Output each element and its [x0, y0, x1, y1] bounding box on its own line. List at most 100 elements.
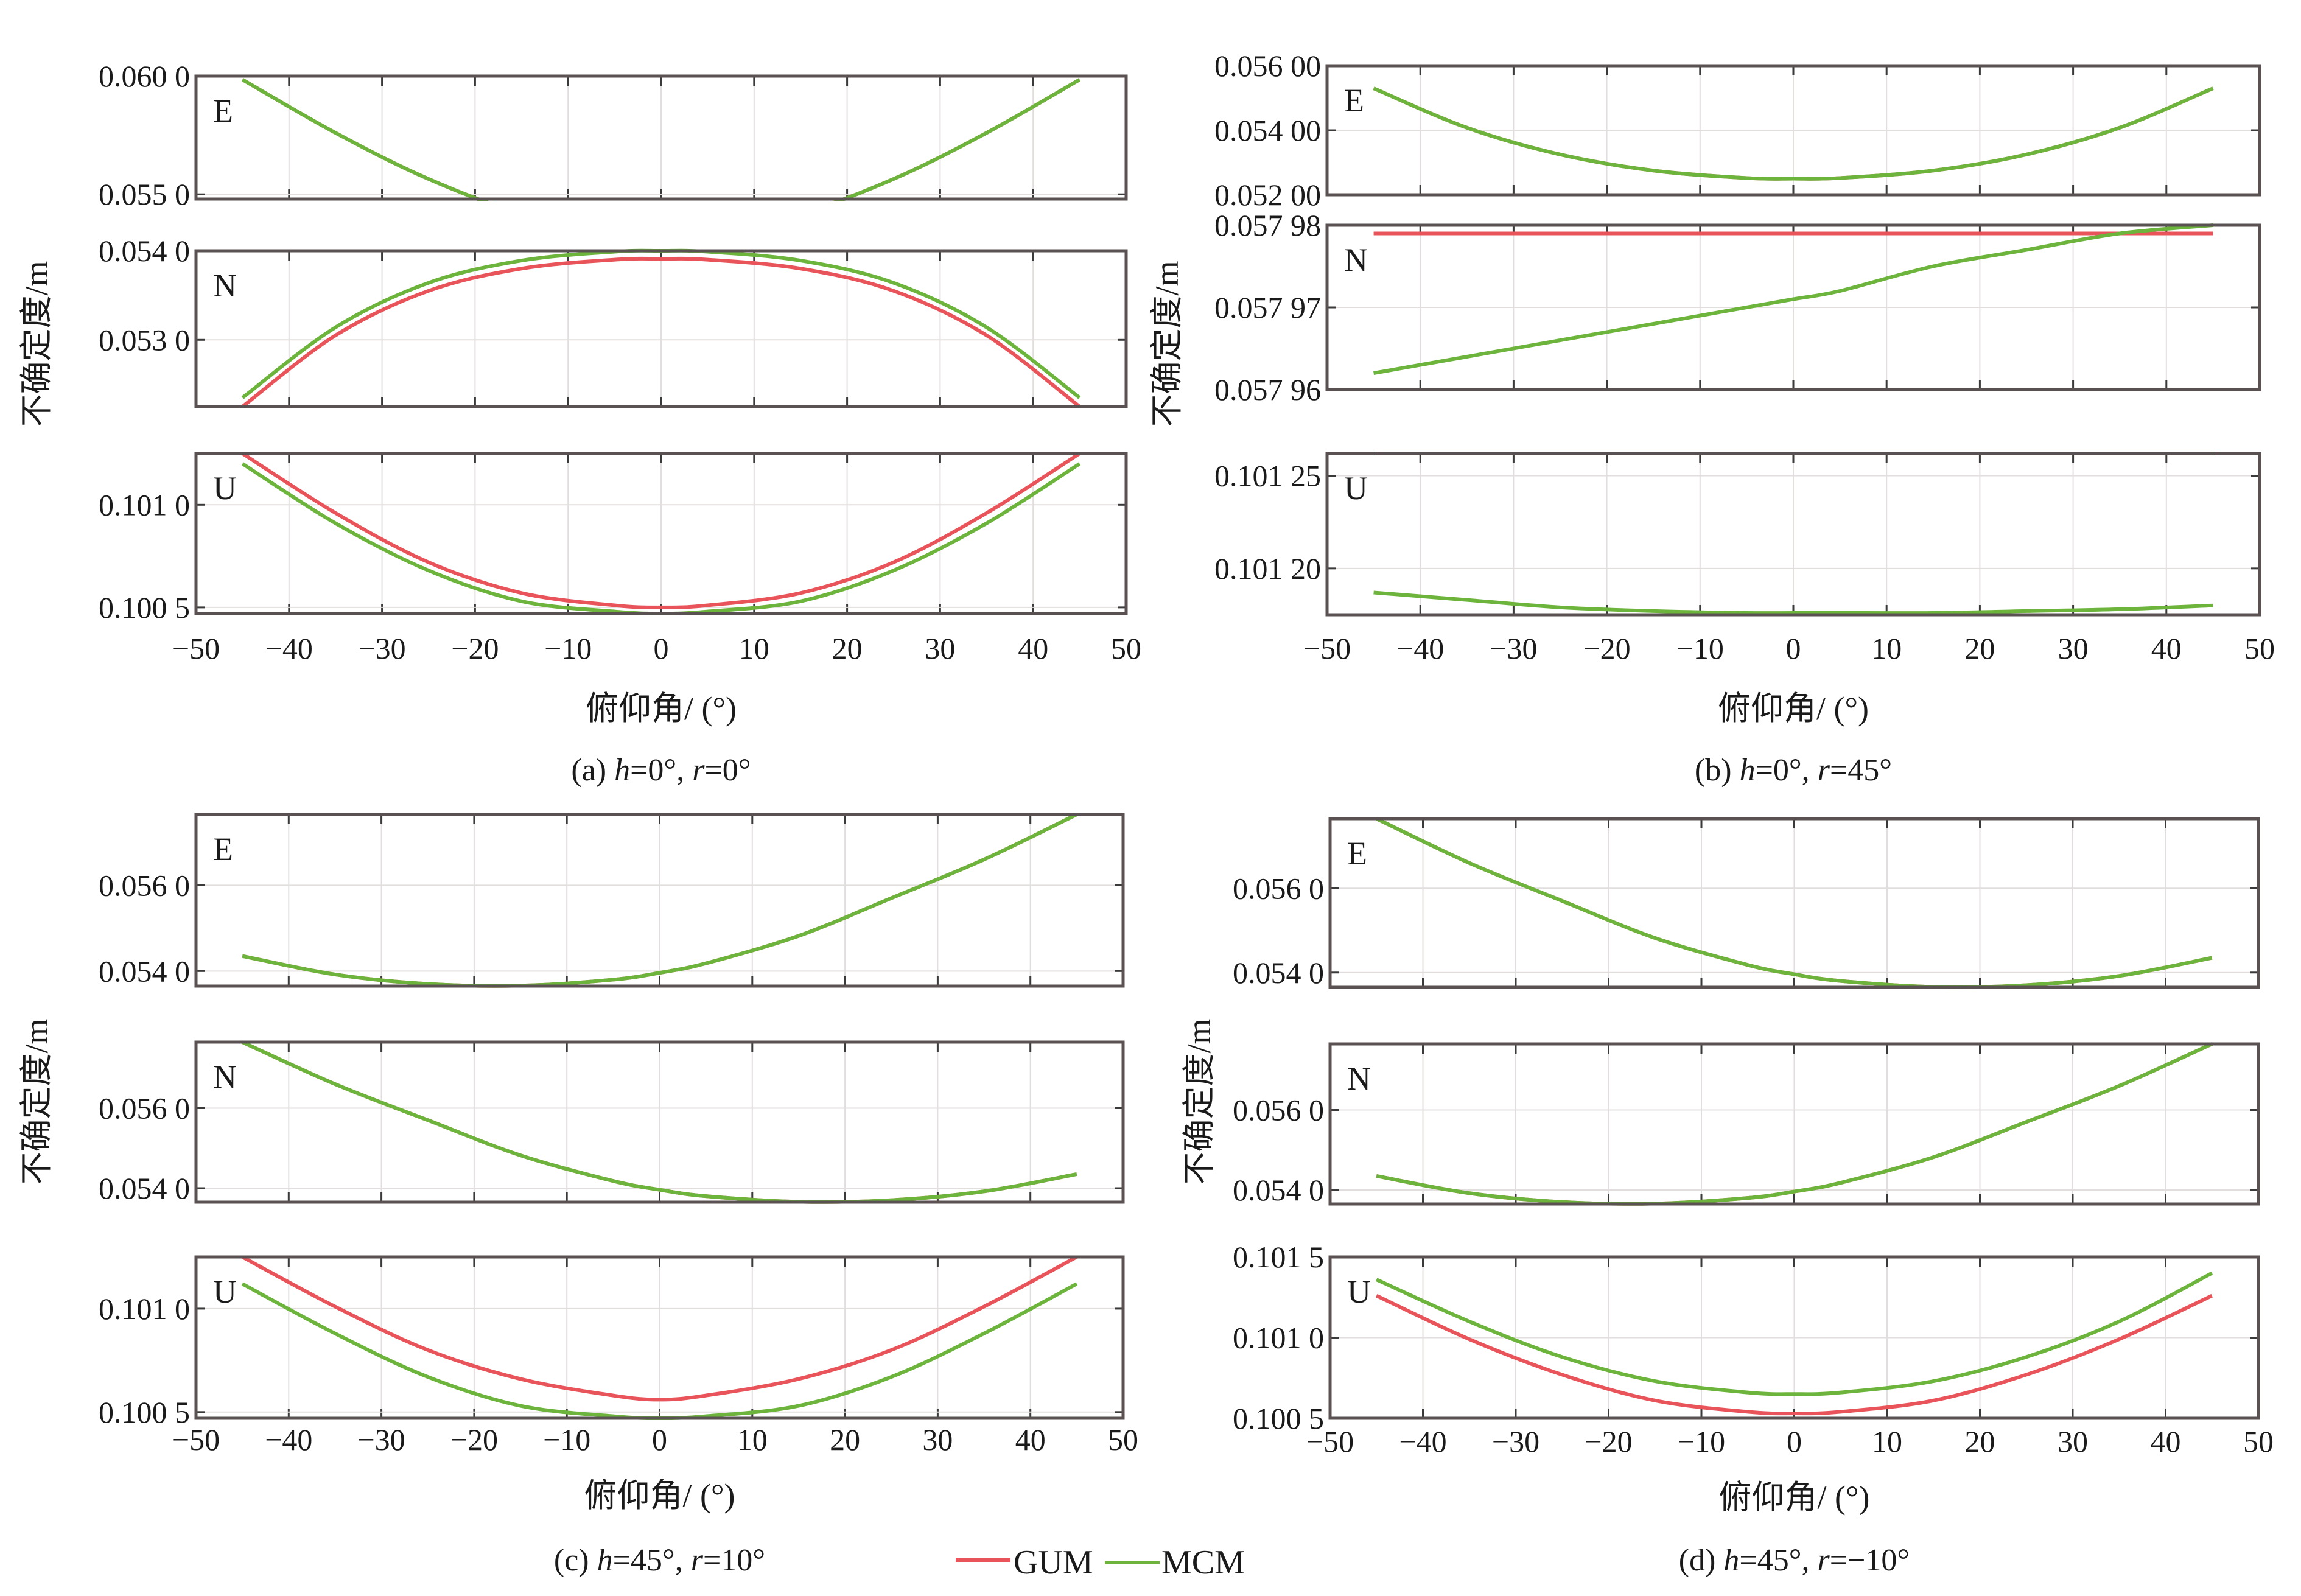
xtick-label: −40: [1399, 1424, 1446, 1458]
subplot-label: N: [213, 267, 237, 304]
subplot-label: U: [213, 470, 237, 506]
ytick-label: 0.101 25: [1214, 459, 1321, 493]
ytick-label: 0.056 00: [1214, 49, 1321, 83]
ytick-label: 0.054 0: [1233, 956, 1324, 990]
subplot-label: E: [213, 93, 233, 129]
axes-frame: [194, 452, 1128, 615]
ytick-label: 0.057 97: [1214, 290, 1321, 324]
xtick-label: −30: [1490, 631, 1537, 665]
subplot-label: N: [1347, 1060, 1371, 1097]
axes-frame: [194, 1040, 1125, 1204]
ytick-label: 0.100 5: [1233, 1401, 1324, 1435]
xtick-label: 40: [1018, 631, 1048, 665]
ytick-label: 0.100 5: [99, 1395, 190, 1429]
subplot-label: N: [1344, 242, 1368, 278]
axes-frame: [194, 813, 1125, 988]
series-line-gum: [241, 256, 1081, 408]
legend-label-gum: GUM: [1014, 1544, 1093, 1581]
subplot-d-e: 0.054 0 0.056 0 E: [1233, 817, 2260, 990]
ytick-label: 0.054 00: [1214, 113, 1321, 147]
ytick-label: 0.054 0: [99, 954, 190, 988]
xtick-label: −50: [1306, 1424, 1354, 1458]
series-line-mcm: [1373, 86, 2214, 181]
axes-frame: [194, 1255, 1125, 1420]
xtick-label: −40: [1396, 631, 1444, 665]
xtick-label: 50: [2244, 631, 2275, 665]
xtick-label: 10: [1871, 631, 1902, 665]
series-line-mcm: [242, 813, 1078, 988]
panel-caption: (d) h=45°, r=−10°: [1679, 1543, 1910, 1578]
ytick-label: 0.054 0: [99, 234, 190, 268]
ytick-label: 0.101 5: [1233, 1240, 1324, 1274]
xtick-label: 40: [1015, 1423, 1046, 1457]
subplot-d-n: 0.054 0 0.056 0 N: [1233, 1042, 2260, 1207]
xtick-label: 10: [737, 1423, 768, 1457]
subplot-label: U: [213, 1273, 237, 1310]
axes-frame: [1325, 64, 2261, 197]
ytick-label: 0.056 0: [99, 868, 190, 902]
axes-frame: [194, 74, 1128, 201]
subplot-a-e: 0.055 0 0.060 0 E: [99, 59, 1128, 211]
xtick-label: 30: [2058, 631, 2089, 665]
subplot-label: E: [1344, 82, 1364, 119]
axes-frame: [1325, 452, 2261, 617]
xtick-label: −20: [450, 1423, 498, 1457]
xtick-label: −20: [1583, 631, 1630, 665]
ytick-label: 0.057 96: [1214, 373, 1321, 407]
series-line-mcm: [1373, 590, 2213, 615]
xtick-label: 20: [832, 631, 863, 665]
legend: GUM MCM: [956, 1544, 1245, 1581]
xtick-label: 0: [654, 631, 669, 665]
x-axis-label: 俯仰角/ (°): [1718, 690, 1869, 727]
panel-caption: (c) h=45°, r=10°: [554, 1543, 765, 1578]
ytick-label: 0.056 0: [99, 1091, 190, 1125]
series-line-mcm: [1376, 1271, 2213, 1396]
xtick-label: 20: [1964, 631, 1995, 665]
subplot-label: U: [1344, 470, 1368, 506]
ytick-label: 0.057 98: [1214, 208, 1321, 242]
xtick-label: −50: [172, 631, 220, 665]
xtick-label: 40: [2151, 1424, 2181, 1458]
subplot-label: N: [213, 1059, 237, 1095]
series-line-mcm: [1373, 223, 2213, 375]
xtick-label: −50: [172, 1423, 220, 1457]
xtick-label: 10: [1872, 1424, 1902, 1458]
y-axis-label: 不确定度/m: [1181, 1018, 1217, 1185]
series-line-mcm: [241, 1040, 1077, 1204]
xtick-label: −40: [265, 631, 313, 665]
panel-c: 0.054 00.056 0E0.054 00.056 0N0.100 50.1…: [18, 813, 1138, 1578]
xtick-label: −30: [1492, 1424, 1539, 1458]
xtick-label: 0: [652, 1423, 667, 1457]
xtick-label: −30: [358, 631, 405, 665]
axes-frame: [1328, 1042, 2260, 1206]
axes-frame: [194, 249, 1128, 408]
ytick-label: 0.054 0: [99, 1171, 190, 1205]
subplot-b-e: 0.052 00 0.054 00 0.056 00 E: [1214, 49, 2261, 212]
series-line-gum: [1375, 1293, 2213, 1416]
y-axis-label: 不确定度/m: [18, 1018, 55, 1185]
panel-caption: (b) h=0°, r=45°: [1695, 753, 1892, 788]
x-axis-label: 俯仰角/ (°): [584, 1477, 735, 1514]
xtick-label: 30: [2058, 1424, 2088, 1458]
xtick-label: 20: [1965, 1424, 1995, 1458]
x-axis-label: 俯仰角/ (°): [1718, 1479, 1869, 1516]
axes-frame: [1328, 1255, 2260, 1420]
subplot-a-u: 0.100 5 0.101 0 U: [99, 452, 1128, 625]
ytick-label: 0.060 0: [99, 59, 190, 93]
panel-caption: (a) h=0°, r=0°: [571, 753, 751, 788]
subplot-label: E: [1347, 835, 1367, 872]
axes-frame: [1325, 223, 2261, 391]
subplot-b-n: 0.057 96 0.057 97 0.057 98 N: [1214, 208, 2261, 407]
xtick-label: −10: [544, 631, 592, 665]
panel-a: 0.055 00.060 0E0.053 00.054 0N0.100 50.1…: [18, 59, 1141, 788]
series-line-gum: [241, 1255, 1078, 1402]
xtick-label: −50: [1303, 631, 1351, 665]
ytick-label: 0.052 00: [1214, 178, 1321, 212]
ytick-label: 0.101 0: [99, 1292, 190, 1326]
xtick-label: 50: [2243, 1424, 2274, 1458]
xtick-label: −20: [1585, 1424, 1632, 1458]
series-line-mcm: [1375, 817, 2213, 989]
xtick-label: −20: [451, 631, 499, 665]
xtick-label: 30: [922, 1423, 953, 1457]
